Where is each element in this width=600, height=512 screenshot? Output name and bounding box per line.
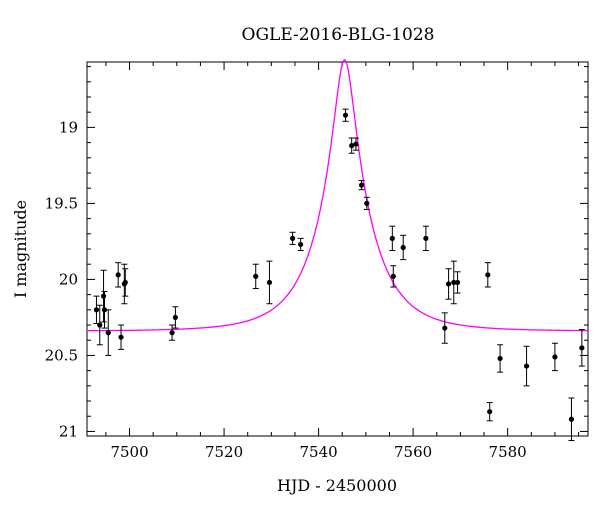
point-marker <box>172 314 178 321</box>
data-point <box>441 312 448 344</box>
data-point <box>450 260 457 305</box>
point-marker <box>349 143 355 149</box>
point-marker <box>169 330 175 336</box>
point-marker <box>298 241 304 248</box>
data-point <box>289 231 296 245</box>
point-marker <box>97 322 103 328</box>
data-point <box>105 309 112 356</box>
point-marker <box>445 281 452 287</box>
x-tick-label: 7580 <box>489 443 527 461</box>
data-point <box>400 234 407 261</box>
point-marker <box>253 273 259 279</box>
point-marker <box>118 334 124 340</box>
point-marker <box>485 272 491 278</box>
data-point <box>551 342 558 372</box>
data-point <box>297 237 304 252</box>
data-point <box>118 324 125 350</box>
x-tick-label: 7540 <box>300 443 338 461</box>
data-point <box>454 271 461 294</box>
data-point <box>100 269 107 323</box>
data-point <box>172 306 179 329</box>
point-marker <box>289 235 296 241</box>
y-tick-label: 21 <box>59 422 78 440</box>
plot-frame <box>86 61 589 437</box>
point-marker <box>389 235 395 241</box>
data-point <box>115 262 122 288</box>
point-marker <box>353 141 359 147</box>
data-point <box>363 196 370 210</box>
data-point <box>568 397 575 442</box>
point-marker <box>115 272 121 278</box>
data-points <box>93 108 585 442</box>
data-point <box>266 260 273 305</box>
point-marker <box>342 112 349 118</box>
point-marker <box>105 330 111 336</box>
data-point <box>101 291 108 329</box>
data-point <box>484 262 491 288</box>
point-marker <box>497 355 503 362</box>
data-point <box>358 180 365 191</box>
point-marker <box>266 279 273 286</box>
point-marker <box>100 293 107 299</box>
data-point <box>578 329 585 367</box>
point-marker <box>122 279 128 286</box>
data-point <box>348 137 355 154</box>
data-point <box>523 345 530 387</box>
point-marker <box>568 416 575 422</box>
point-marker <box>400 244 406 251</box>
x-tick-label: 7520 <box>205 443 243 461</box>
data-point <box>486 402 493 422</box>
y-tick-label: 20.5 <box>45 346 78 364</box>
point-marker <box>523 363 530 369</box>
point-marker <box>359 182 365 188</box>
point-marker <box>442 325 448 331</box>
point-marker <box>93 307 100 313</box>
data-point <box>389 225 396 252</box>
data-point <box>252 263 259 290</box>
x-axis-label: HJD - 2450000 <box>277 476 397 495</box>
point-marker <box>451 279 457 286</box>
data-point <box>390 265 397 288</box>
point-marker <box>454 279 461 286</box>
data-point <box>352 137 359 151</box>
y-tick-labels: 19 19.5 20 20.5 21 <box>45 118 78 440</box>
point-marker <box>552 354 558 360</box>
axis-ticks <box>87 62 588 436</box>
y-tick-label: 19.5 <box>45 194 78 212</box>
y-tick-label: 19 <box>59 118 78 136</box>
data-point <box>96 304 103 346</box>
x-tick-label: 7560 <box>394 443 432 461</box>
point-marker <box>101 307 108 313</box>
y-tick-label: 20 <box>59 270 78 288</box>
data-point <box>169 324 176 341</box>
point-marker <box>423 235 429 241</box>
data-point <box>342 108 349 122</box>
x-tick-labels: 7500 7520 7540 7560 7580 <box>110 443 526 461</box>
data-point <box>122 268 129 297</box>
model-curve <box>87 58 589 332</box>
point-marker <box>487 409 493 415</box>
point-marker <box>390 273 396 279</box>
data-point <box>93 295 100 324</box>
chart-title: OGLE-2016-BLG-1028 <box>242 25 435 45</box>
data-point <box>445 268 452 300</box>
x-tick-label: 7500 <box>110 443 148 461</box>
point-marker <box>364 200 370 206</box>
data-point <box>422 225 429 252</box>
point-marker <box>579 345 585 351</box>
y-axis-label: I magnitude <box>11 200 30 298</box>
data-point <box>497 344 504 373</box>
